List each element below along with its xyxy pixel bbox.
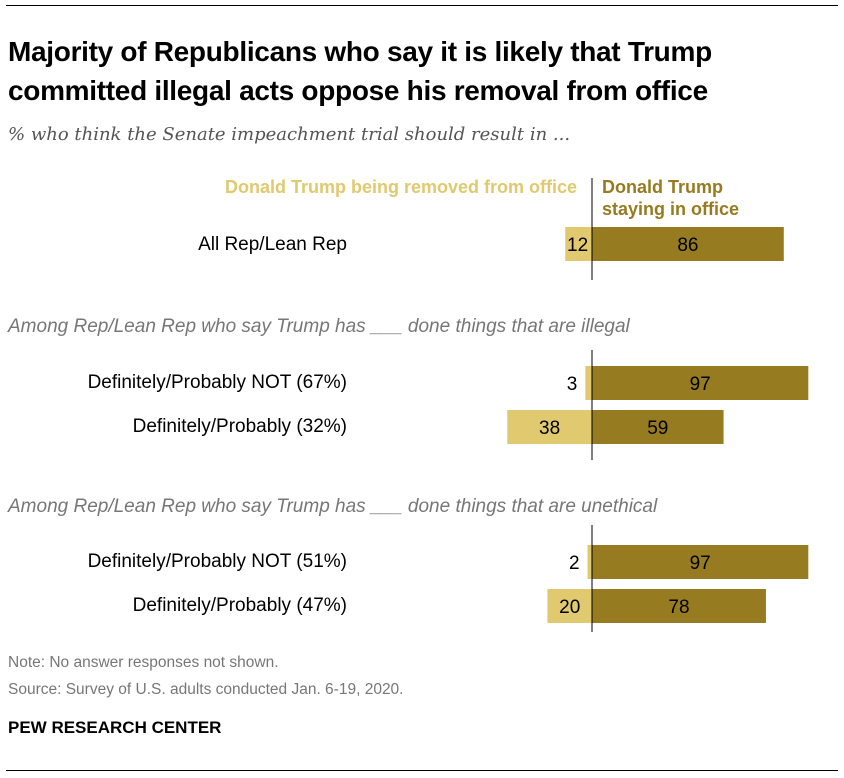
label-removed: 20 xyxy=(559,597,580,618)
bar-removed xyxy=(547,589,592,623)
bar-staying xyxy=(592,227,784,261)
row-label: Definitely/Probably NOT (51%) xyxy=(87,551,347,572)
label-removed: 3 xyxy=(567,374,578,395)
source: Source: Survey of U.S. adults conducted … xyxy=(8,681,404,698)
label-staying: 78 xyxy=(668,597,689,618)
row-label: All Rep/Lean Rep xyxy=(198,234,347,255)
label-staying: 97 xyxy=(690,374,711,395)
bottom-rule xyxy=(6,770,838,771)
label-staying: 59 xyxy=(647,418,668,439)
group-heading-unethical: Among Rep/Lean Rep who say Trump has ___… xyxy=(8,496,658,517)
legend-staying: Donald Trump staying in office xyxy=(602,177,740,219)
bar-removed xyxy=(565,227,592,261)
label-removed: 2 xyxy=(569,553,580,574)
legend-removed: Donald Trump being removed from office xyxy=(224,177,577,197)
bar-staying xyxy=(592,410,724,444)
row-label: Definitely/Probably (32%) xyxy=(132,416,347,437)
bar-removed xyxy=(507,410,592,444)
bar-removed xyxy=(585,366,592,400)
bar-staying xyxy=(592,366,809,400)
label-staying: 86 xyxy=(677,235,698,256)
bar-staying xyxy=(592,545,809,579)
label-removed: 38 xyxy=(539,418,560,439)
bar-staying xyxy=(592,589,766,623)
label-removed: 12 xyxy=(567,235,588,256)
chart-subtitle: % who think the Senate impeachment trial… xyxy=(8,124,571,145)
top-rule xyxy=(6,5,838,6)
label-staying: 97 xyxy=(690,553,711,574)
brand-logo-text: PEW RESEARCH CENTER xyxy=(8,718,222,737)
bar-removed xyxy=(587,545,592,579)
group-heading-illegal: Among Rep/Lean Rep who say Trump has ___… xyxy=(8,316,630,337)
note: Note: No answer responses not shown. xyxy=(8,654,279,671)
chart-title: Majority of Republicans who say it is li… xyxy=(8,36,712,106)
row-label: Definitely/Probably NOT (67%) xyxy=(87,372,347,393)
row-label: Definitely/Probably (47%) xyxy=(132,595,347,616)
